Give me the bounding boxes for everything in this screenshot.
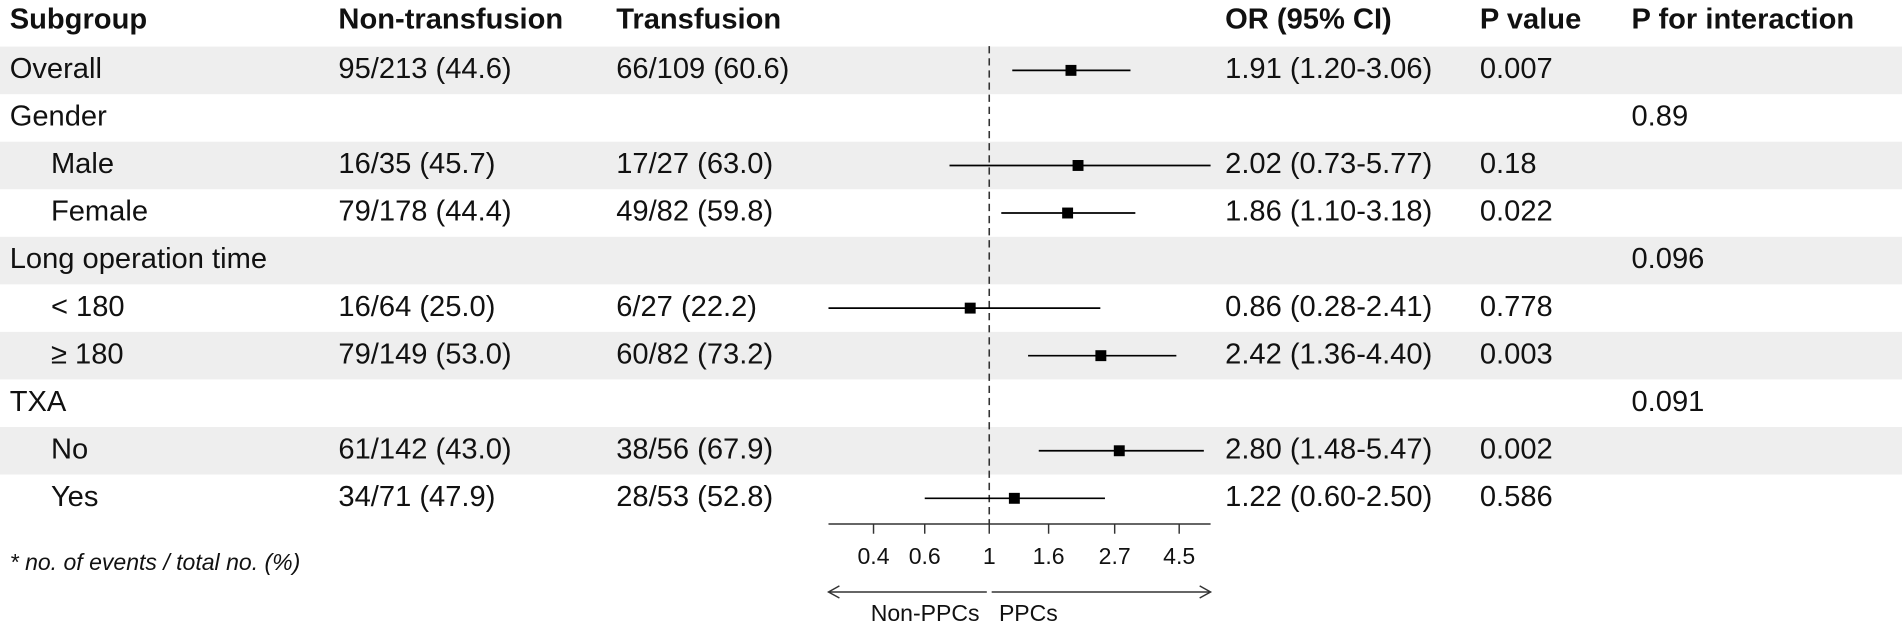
subgroup-label: Long operation time xyxy=(10,243,267,275)
arrow-label: Non-PPCs xyxy=(871,600,980,626)
or-ci: 1.86 (1.10-3.18) xyxy=(1225,196,1432,228)
column-header: Subgroup xyxy=(10,3,147,35)
column-header: Transfusion xyxy=(616,3,781,35)
p-interaction: 0.89 xyxy=(1631,101,1688,133)
arrow-label: PPCs xyxy=(999,600,1058,626)
x-tick-label: 0.6 xyxy=(909,543,941,569)
or-ci: 0.86 (0.28-2.41) xyxy=(1225,291,1432,323)
subgroup-label: Male xyxy=(51,148,114,180)
subgroup-label: No xyxy=(51,433,88,465)
non-transfusion: 16/64 (25.0) xyxy=(338,291,495,323)
p-interaction: 0.096 xyxy=(1631,243,1704,275)
subgroup-label: Female xyxy=(51,196,148,228)
or-point xyxy=(1062,207,1074,219)
row-stripe xyxy=(0,331,1902,380)
subgroup-label: TXA xyxy=(10,386,67,418)
non-transfusion: 79/149 (53.0) xyxy=(338,338,511,370)
p-interaction: 0.091 xyxy=(1631,386,1704,418)
transfusion: 49/82 (59.8) xyxy=(616,196,773,228)
non-transfusion: 34/71 (47.9) xyxy=(338,481,495,513)
p-value: 0.002 xyxy=(1480,433,1553,465)
transfusion: 17/27 (63.0) xyxy=(616,148,773,180)
x-tick-label: 4.5 xyxy=(1163,543,1195,569)
or-point xyxy=(1095,350,1107,362)
or-point xyxy=(1113,445,1125,457)
transfusion: 66/109 (60.6) xyxy=(616,53,789,85)
or-ci: 1.22 (0.60-2.50) xyxy=(1225,481,1432,513)
transfusion: 6/27 (22.2) xyxy=(616,291,757,323)
row-stripe xyxy=(0,236,1902,285)
p-value: 0.007 xyxy=(1480,53,1553,85)
or-ci: 2.80 (1.48-5.47) xyxy=(1225,433,1432,465)
arrow-head xyxy=(826,585,840,599)
non-transfusion: 79/178 (44.4) xyxy=(338,196,511,228)
or-ci: 2.42 (1.36-4.40) xyxy=(1225,338,1432,370)
non-transfusion: 61/142 (43.0) xyxy=(338,433,511,465)
or-ci: 1.91 (1.20-3.06) xyxy=(1225,53,1432,85)
p-value: 0.003 xyxy=(1480,338,1553,370)
row-stripe xyxy=(0,426,1902,475)
column-header: OR (95% CI) xyxy=(1225,3,1392,35)
row-stripe xyxy=(0,46,1902,95)
transfusion: 38/56 (67.9) xyxy=(616,433,773,465)
non-transfusion: 16/35 (45.7) xyxy=(338,148,495,180)
non-transfusion: 95/213 (44.6) xyxy=(338,53,511,85)
column-header: P value xyxy=(1480,3,1581,35)
or-point xyxy=(964,302,976,314)
transfusion: 28/53 (52.8) xyxy=(616,481,773,513)
subgroup-label: ≥ 180 xyxy=(51,338,124,370)
x-tick-label: 1 xyxy=(983,543,996,569)
or-point xyxy=(1008,492,1020,504)
transfusion: 60/82 (73.2) xyxy=(616,338,773,370)
p-value: 0.778 xyxy=(1480,291,1553,323)
footnote: * no. of events / total no. (%) xyxy=(10,549,301,575)
p-value: 0.022 xyxy=(1480,196,1553,228)
subgroup-label: Overall xyxy=(10,53,102,85)
column-header: Non-transfusion xyxy=(338,3,563,35)
p-value: 0.586 xyxy=(1480,481,1553,513)
p-value: 0.18 xyxy=(1480,148,1537,180)
subgroup-label: Gender xyxy=(10,101,107,133)
or-ci: 2.02 (0.73-5.77) xyxy=(1225,148,1432,180)
arrow-head xyxy=(1199,585,1213,599)
or-point xyxy=(1065,64,1077,76)
x-tick-label: 0.4 xyxy=(858,543,890,569)
or-point xyxy=(1072,160,1084,171)
column-header: P for interaction xyxy=(1631,3,1854,35)
x-tick-label: 2.7 xyxy=(1099,543,1131,569)
x-tick-label: 1.6 xyxy=(1033,543,1065,569)
subgroup-label: Yes xyxy=(51,481,99,513)
subgroup-label: < 180 xyxy=(51,291,125,323)
